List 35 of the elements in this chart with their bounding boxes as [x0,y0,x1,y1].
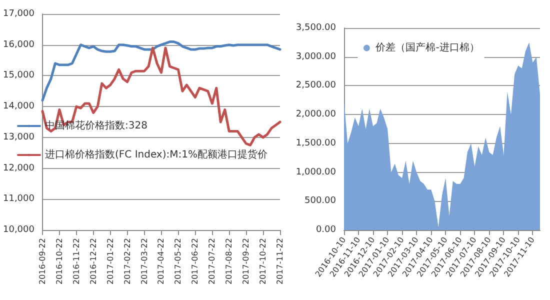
y-tick-label: 17,000 [2,9,35,19]
y-tick-label: 1,000.00 [296,167,336,178]
y-tick-label: 12,000 [2,163,35,174]
y-tick-label: 500.00 [304,196,336,206]
x-tick-label: 2016-11-22 [72,238,81,284]
x-tick-label: 2017-10-22 [258,238,268,284]
x-tick-label: 2017-03-22 [140,238,149,284]
x-tick-label: 2016-09-22 [38,238,47,284]
y-tick-label: 3,500.00 [296,23,336,33]
y-tick-label: 1,500.00 [296,138,336,148]
y-tick-label: 2,500.00 [296,80,336,91]
y-tick-label: 11,000 [2,194,35,204]
x-tick-label: 2017-01-22 [106,238,115,284]
x-tick-label: 2017-07-22 [208,238,217,284]
y-tick-label: 14,000 [2,102,35,112]
line-series [41,46,282,146]
x-tick-label: 2016-10-22 [54,238,64,284]
x-tick-label: 2017-02-22 [122,238,132,284]
x-tick-label: 2017-09-22 [242,238,251,284]
x-tick-label: 2017-08-22 [224,238,234,284]
x-tick-label: 2017-04-22 [156,238,166,284]
y-tick-label: 15,000 [2,70,35,81]
y-tick-label: 16,000 [2,40,35,50]
x-tick-label: 2017-11-22 [276,238,284,284]
y-tick-label: 2,000.00 [296,110,336,120]
x-tick-label: 2017-06-22 [190,238,200,284]
y-tick-label: 10,000 [2,225,35,235]
legend-label: 进口棉价格指数(FC Index):M:1%配额港口提货价 [45,148,268,160]
y-tick-label: 3,000.00 [296,52,336,62]
legend-label: 价差（国产棉-进口棉） [374,42,480,54]
x-tick-label: 2017-05-22 [174,238,183,284]
y-tick-label: 0.00 [316,225,336,235]
line-series [41,40,282,102]
x-tick-label: 2016-12-22 [88,238,98,284]
y-tick-label: 13,000 [2,132,35,142]
